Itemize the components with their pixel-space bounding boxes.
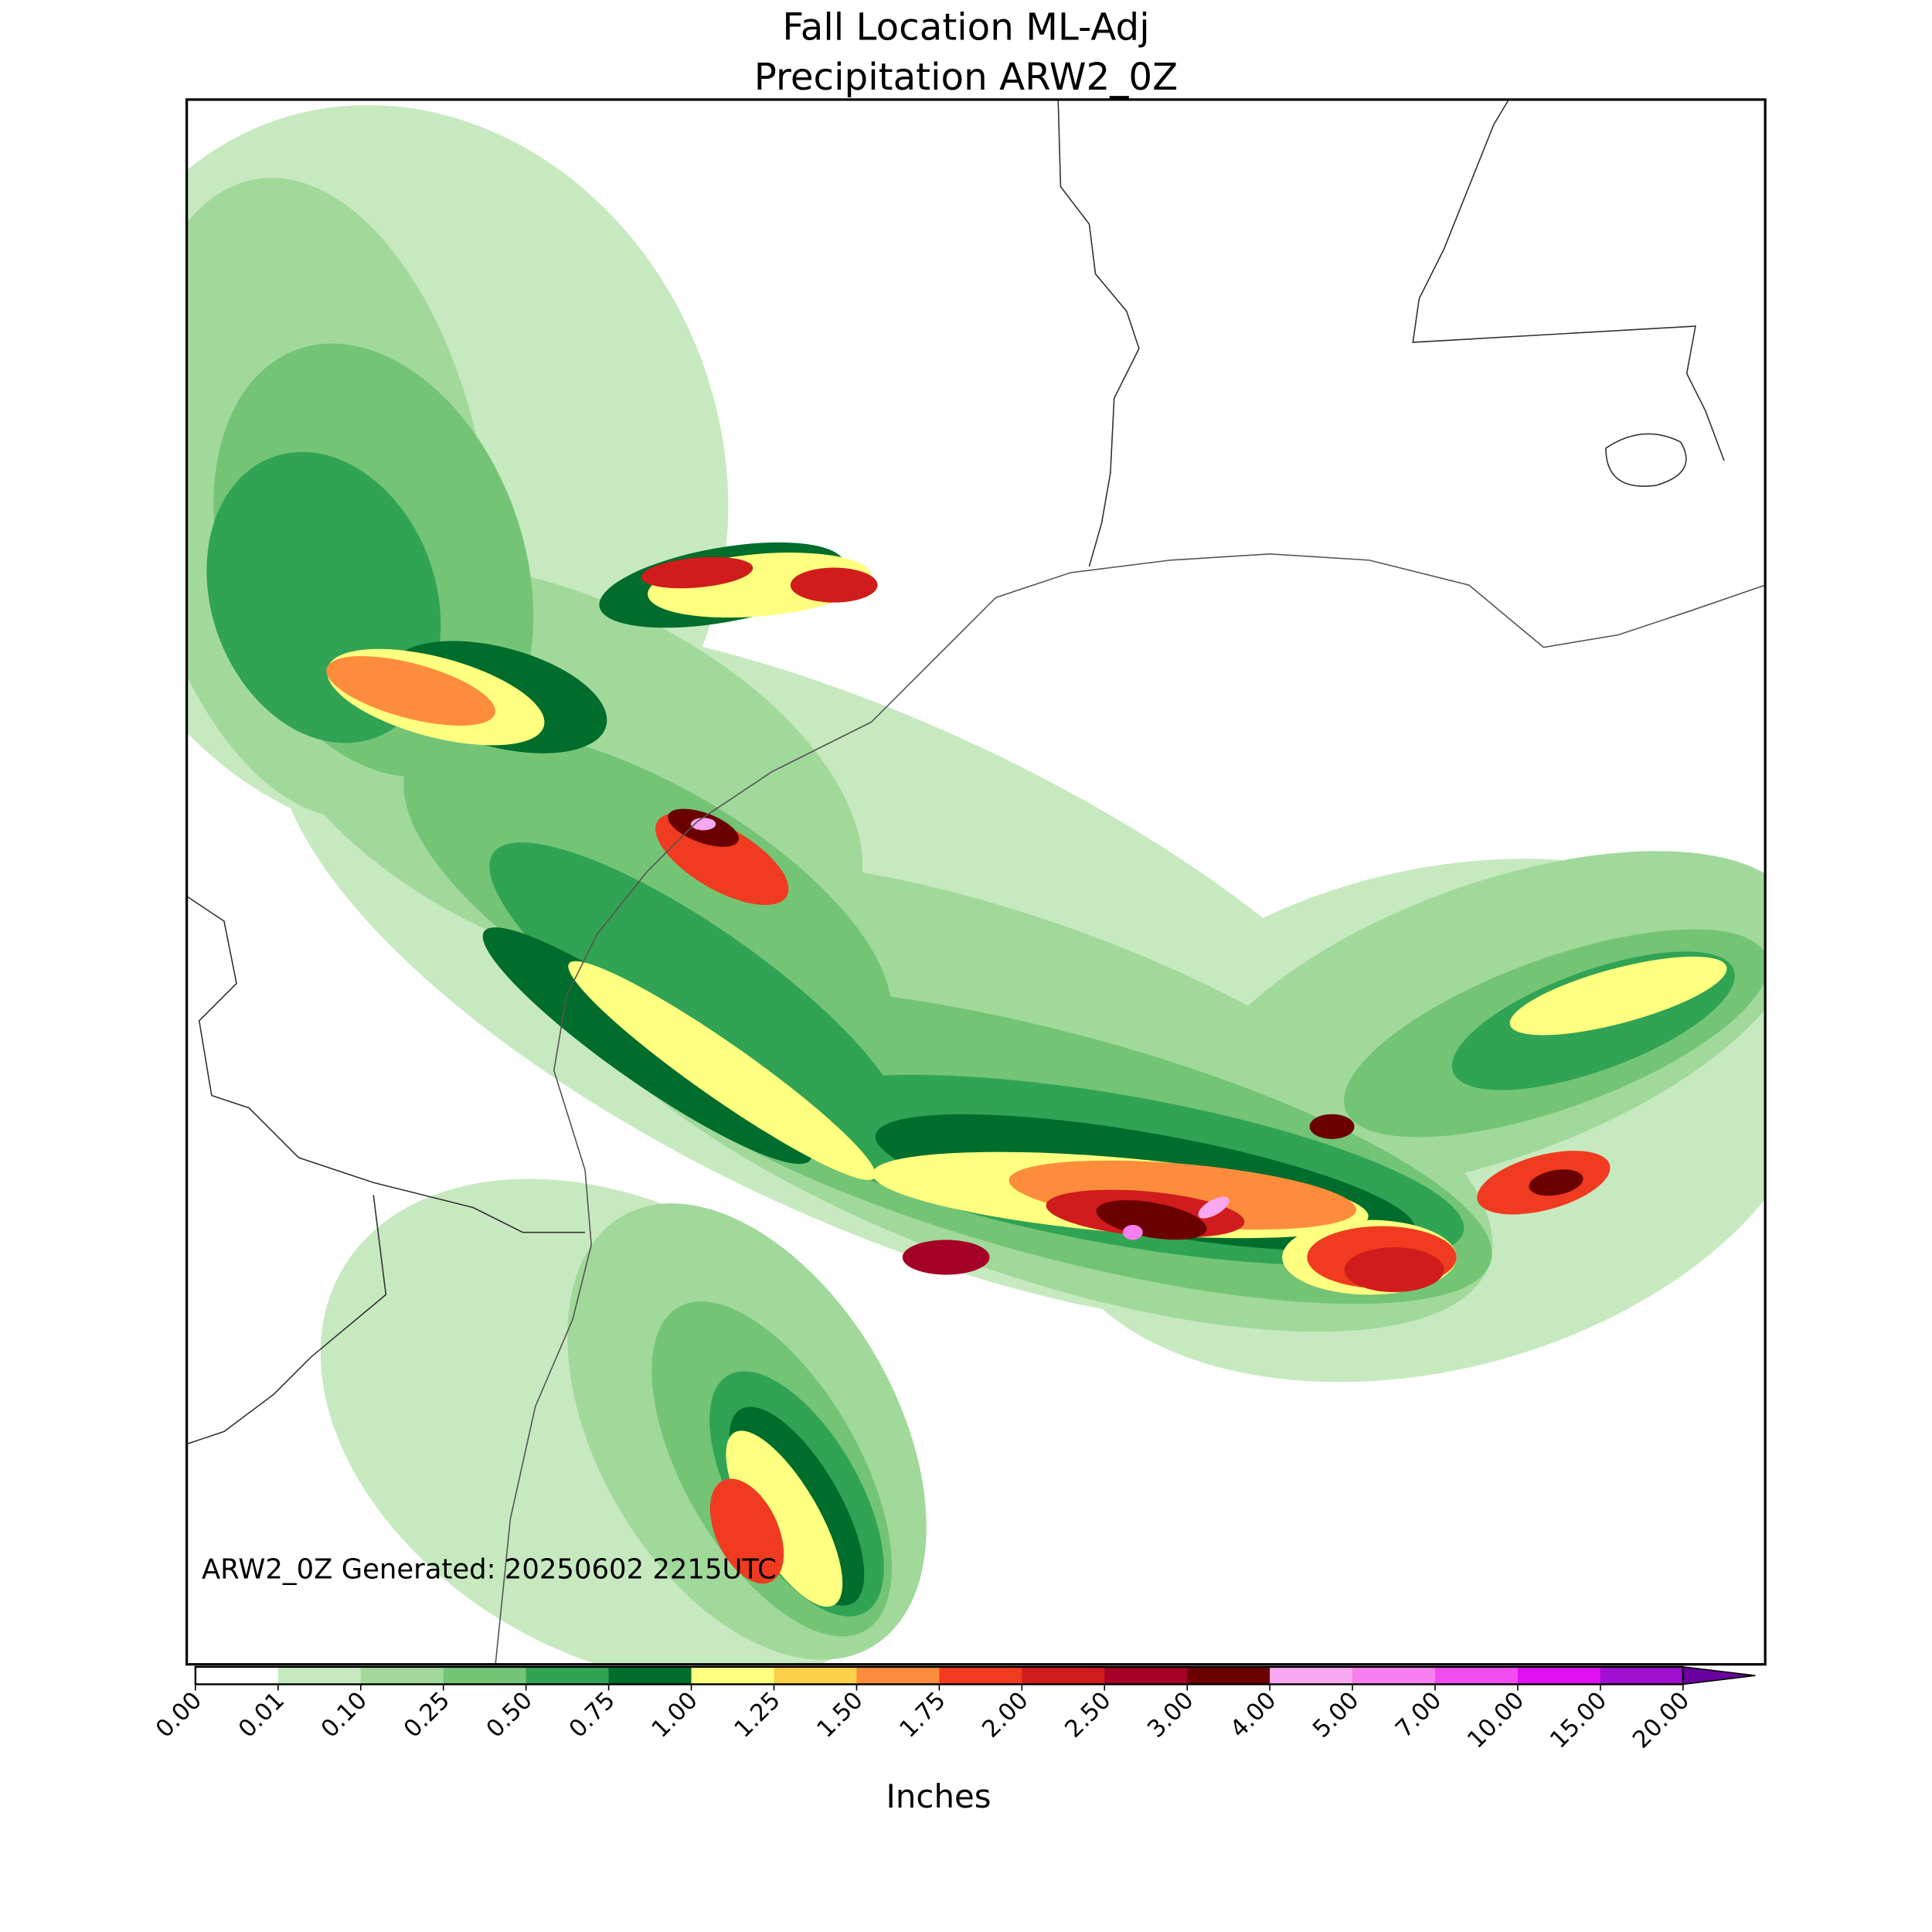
border bbox=[186, 1195, 387, 1445]
colorbar-extend bbox=[1682, 1665, 1756, 1685]
precip-area bbox=[709, 1478, 784, 1584]
colorbar-tick-label: 1.00 bbox=[647, 1687, 703, 1743]
colorbar-segment bbox=[277, 1666, 362, 1685]
colorbar-segment bbox=[1517, 1666, 1601, 1685]
colorbar-segment bbox=[1435, 1666, 1519, 1685]
colorbar-tick-label: 1.50 bbox=[812, 1687, 869, 1743]
boundaries bbox=[186, 99, 1766, 1665]
colorbar-tick-label: 0.25 bbox=[399, 1687, 455, 1743]
colorbar-tick-label: 2.50 bbox=[1060, 1687, 1117, 1743]
precip-area bbox=[1529, 1169, 1583, 1196]
border bbox=[186, 896, 586, 1233]
colorbar-tick-label: 10.00 bbox=[1463, 1687, 1530, 1754]
colorbar-tick-label: 4.00 bbox=[1226, 1687, 1282, 1743]
annotation: ARW2_0Z Generated: 20250602 2215UTC bbox=[202, 1554, 777, 1586]
colorbar-segment bbox=[1352, 1666, 1436, 1685]
colorbar-tick-label: 20.00 bbox=[1628, 1687, 1695, 1754]
colorbar-tick-label: 0.50 bbox=[481, 1687, 538, 1743]
precip-area bbox=[489, 842, 905, 1150]
colorbar-segment bbox=[608, 1666, 692, 1685]
colorbar-tick-label: 3.00 bbox=[1143, 1687, 1199, 1743]
colorbar-segment bbox=[691, 1666, 775, 1685]
precip-area bbox=[1309, 1114, 1355, 1139]
coastline bbox=[945, 553, 1766, 648]
state-border bbox=[1412, 99, 1725, 461]
precip-area bbox=[790, 567, 878, 603]
colorbar-tick-label: 0.00 bbox=[151, 1687, 207, 1743]
colorbar-tick-label: 15.00 bbox=[1546, 1687, 1613, 1754]
precip-area bbox=[726, 1430, 843, 1607]
colorbar-segment bbox=[195, 1666, 279, 1685]
colorbar-segment bbox=[360, 1666, 444, 1685]
colorbar-segment bbox=[774, 1666, 858, 1685]
colorbar-segment bbox=[443, 1666, 527, 1685]
colorbar: 0.00 0.01 0.10 0.25 0.50 0.75 1.00 1.25 1.50 1.75… bbox=[151, 1665, 1756, 1754]
colorbar-segment bbox=[939, 1666, 1023, 1685]
map-title: Fall Location ML-Adj bbox=[782, 6, 1149, 49]
precip-field bbox=[186, 104, 1766, 1665]
colorbar-segment bbox=[1600, 1666, 1684, 1685]
precip-area bbox=[1509, 956, 1727, 1036]
colorbar-tick-label: 1.75 bbox=[895, 1687, 951, 1743]
colorbar-segment bbox=[1187, 1666, 1270, 1685]
precip-area bbox=[326, 656, 495, 726]
colorbar-tick-label: 5.00 bbox=[1308, 1687, 1364, 1743]
colorbar-tick-label: 2.00 bbox=[978, 1687, 1034, 1743]
precip-area bbox=[641, 556, 753, 589]
precip-area bbox=[1198, 1196, 1230, 1219]
colorbar-segment bbox=[526, 1666, 610, 1685]
precip-area bbox=[1122, 1225, 1143, 1240]
precip-area bbox=[902, 1240, 990, 1275]
colorbar-tick-label: 1.25 bbox=[730, 1687, 786, 1743]
precip-area bbox=[1344, 1247, 1444, 1293]
map-frame bbox=[185, 98, 1767, 1666]
colorbar-tick-label: 7.00 bbox=[1390, 1687, 1447, 1743]
colorbar-segment bbox=[1104, 1666, 1188, 1685]
lake bbox=[1605, 433, 1687, 487]
colorbar-segment bbox=[856, 1666, 940, 1685]
colorbar-label: Inches bbox=[886, 1777, 992, 1815]
precip-area bbox=[568, 961, 876, 1180]
coastline bbox=[495, 647, 947, 1665]
colorbar-tick-label: 0.01 bbox=[233, 1687, 290, 1743]
map-subtitle: Precipitation ARW2_0Z bbox=[754, 56, 1179, 99]
colorbar-segment bbox=[1022, 1666, 1106, 1685]
colorbar-tick-label: 0.10 bbox=[316, 1687, 372, 1743]
colorbar-segment bbox=[1270, 1666, 1353, 1685]
colorbar-tick-label: 0.75 bbox=[564, 1687, 621, 1743]
state-border bbox=[1057, 99, 1140, 567]
